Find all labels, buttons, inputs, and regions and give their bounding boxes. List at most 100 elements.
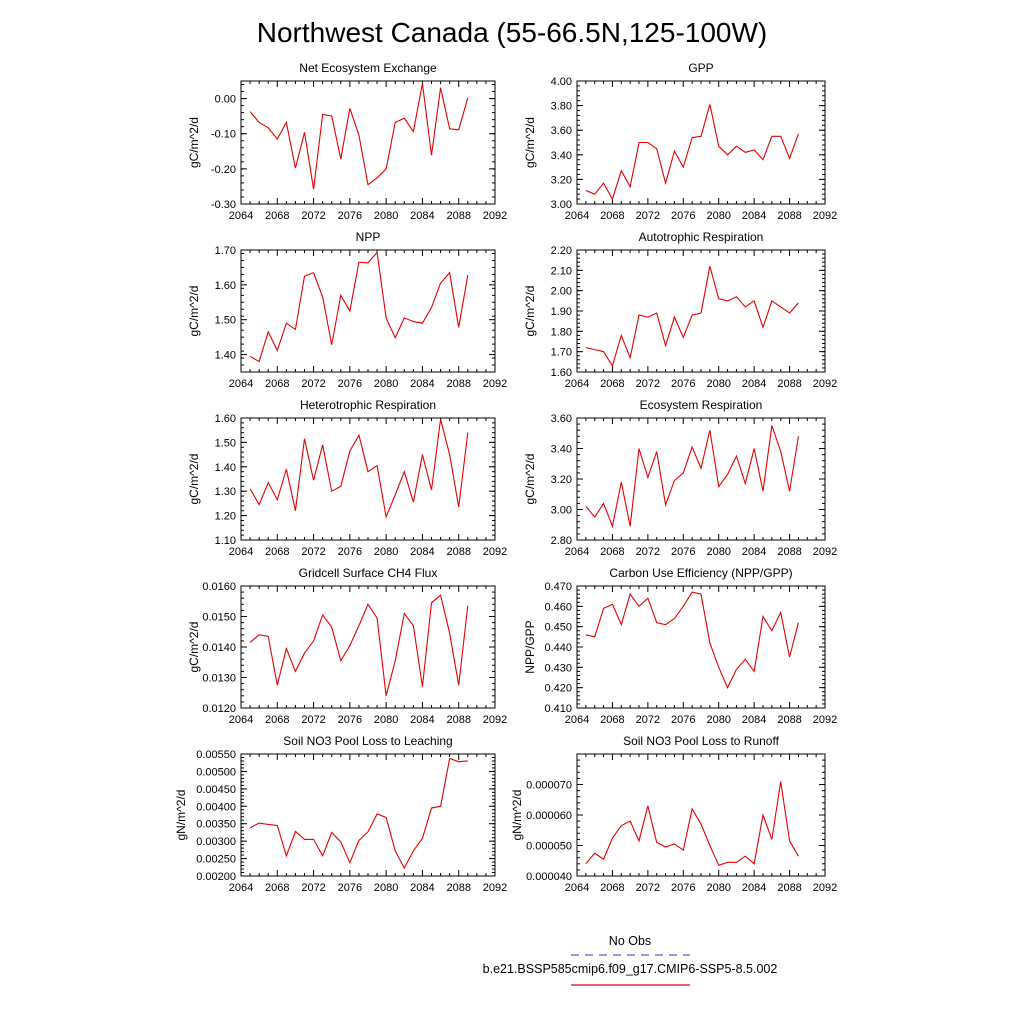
x-tick-label: 2092 bbox=[483, 378, 507, 390]
x-tick-label: 2076 bbox=[338, 210, 362, 222]
x-tick-label: 2080 bbox=[706, 882, 730, 894]
x-tick-label: 2092 bbox=[483, 210, 507, 222]
x-tick-label: 2072 bbox=[301, 546, 325, 558]
panel-title: Soil NO3 Pool Loss to Leaching bbox=[283, 734, 452, 748]
series-line-npp bbox=[249, 251, 469, 363]
y-tick-label: 0.00300 bbox=[196, 836, 236, 848]
panel-autotrophic-respiration: Autotrophic Respiration gC/m^2/d 2064 2068 2… bbox=[523, 230, 837, 390]
x-tick-label: 2076 bbox=[671, 378, 695, 390]
y-axis-label: gC/m^2/d bbox=[523, 454, 537, 505]
plot-frame bbox=[240, 80, 496, 205]
y-tick-label: 0.460 bbox=[544, 601, 572, 613]
y-tick-label: 2.80 bbox=[551, 535, 572, 547]
panel-title: Carbon Use Efficiency (NPP/GPP) bbox=[609, 566, 792, 580]
y-tick-label: 0.00200 bbox=[196, 871, 236, 883]
y-tick-label: 0.00450 bbox=[196, 784, 236, 796]
x-tick-label: 2076 bbox=[671, 546, 695, 558]
x-tick-label: 2072 bbox=[636, 210, 660, 222]
x-tick-label: 2080 bbox=[706, 210, 730, 222]
y-tick-label: 0.0160 bbox=[202, 581, 236, 593]
plot-frame bbox=[240, 753, 496, 877]
panel-ecosystem-respiration: Ecosystem Respiration gC/m^2/d 2064 2068 207… bbox=[523, 398, 837, 558]
x-tick-label: 2072 bbox=[636, 378, 660, 390]
x-tick-label: 2072 bbox=[301, 882, 325, 894]
y-tick-label: 0.00 bbox=[215, 94, 236, 106]
y-tick-label: 1.30 bbox=[215, 486, 236, 498]
panel-carbon-use-efficiency-npp-gpp: Carbon Use Efficiency (NPP/GPP) NPP/GPP 20… bbox=[523, 566, 837, 726]
legend: No Obs b.e21.BSSP585cmip6.f09_g17.CMIP6-… bbox=[483, 934, 778, 986]
y-tick-label: 0.000070 bbox=[526, 780, 572, 792]
y-tick-label: 1.10 bbox=[215, 535, 236, 547]
panel-gridcell-surface-ch4-flux: Gridcell Surface CH4 Flux gC/m^2/d 2064 206… bbox=[187, 566, 507, 726]
x-tick-label: 2068 bbox=[600, 882, 624, 894]
x-tick-label: 2092 bbox=[813, 546, 837, 558]
y-axis-label: gC/m^2/d bbox=[187, 286, 201, 337]
panel-npp: NPP gC/m^2/d 2064 2068 2072 2076 2080 2084 2088 2… bbox=[187, 230, 507, 390]
x-tick-label: 2080 bbox=[374, 210, 398, 222]
panel-soil-no3-pool-loss-to-runoff: Soil NO3 Pool Loss to Runoff gN/m^2/d 2064… bbox=[510, 734, 837, 894]
plot-frame bbox=[240, 417, 496, 541]
y-tick-label: 3.20 bbox=[551, 174, 572, 186]
x-tick-label: 2068 bbox=[265, 378, 289, 390]
y-tick-label: 0.00350 bbox=[196, 819, 236, 831]
y-tick-label: 1.70 bbox=[215, 245, 236, 257]
panel-title: Heterotrophic Respiration bbox=[300, 398, 436, 412]
y-tick-label: 0.00500 bbox=[196, 766, 236, 778]
x-tick-label: 2068 bbox=[600, 210, 624, 222]
x-tick-label: 2092 bbox=[813, 378, 837, 390]
y-tick-label: 3.40 bbox=[551, 150, 572, 162]
y-tick-label: 0.0130 bbox=[202, 673, 236, 685]
series-line-soil-no3-pool-loss-to-runoff bbox=[585, 781, 799, 867]
x-tick-label: 2072 bbox=[301, 714, 325, 726]
x-tick-label: 2064 bbox=[229, 378, 253, 390]
y-tick-label: 0.00550 bbox=[196, 749, 236, 761]
x-tick-label: 2080 bbox=[706, 714, 730, 726]
plot-frame bbox=[576, 80, 826, 205]
y-tick-label: 0.410 bbox=[544, 703, 572, 715]
panel-title: NPP bbox=[356, 230, 381, 244]
x-tick-label: 2080 bbox=[706, 378, 730, 390]
x-tick-label: 2072 bbox=[301, 378, 325, 390]
panel-title: Autotrophic Respiration bbox=[639, 230, 764, 244]
y-tick-label: 1.40 bbox=[215, 350, 236, 362]
y-tick-label: 4.00 bbox=[551, 76, 572, 88]
x-tick-label: 2088 bbox=[777, 882, 801, 894]
x-tick-label: 2072 bbox=[636, 546, 660, 558]
x-tick-label: 2088 bbox=[777, 378, 801, 390]
x-tick-label: 2084 bbox=[410, 714, 434, 726]
x-tick-label: 2092 bbox=[813, 882, 837, 894]
series-line-gpp bbox=[585, 104, 799, 201]
y-tick-label: -0.30 bbox=[211, 199, 236, 211]
plot-frame bbox=[576, 249, 826, 373]
x-tick-label: 2088 bbox=[446, 546, 470, 558]
x-tick-label: 2084 bbox=[742, 714, 766, 726]
legend-entry-case-label: b.e21.BSSP585cmip6.f09_g17.CMIP6-SSP5-8.… bbox=[483, 962, 778, 976]
plot-frame bbox=[240, 585, 496, 709]
y-tick-label: 1.20 bbox=[215, 511, 236, 523]
y-axis-label: gC/m^2/d bbox=[523, 286, 537, 337]
x-tick-label: 2084 bbox=[742, 546, 766, 558]
x-tick-label: 2088 bbox=[777, 714, 801, 726]
x-tick-label: 2068 bbox=[265, 210, 289, 222]
y-tick-label: -0.10 bbox=[211, 129, 236, 141]
y-tick-label: 0.000050 bbox=[526, 841, 572, 853]
x-tick-label: 2064 bbox=[565, 882, 589, 894]
x-tick-label: 2084 bbox=[410, 546, 434, 558]
x-tick-label: 2088 bbox=[446, 882, 470, 894]
x-tick-label: 2068 bbox=[600, 714, 624, 726]
x-tick-label: 2088 bbox=[446, 378, 470, 390]
y-axis-label: gN/m^2/d bbox=[174, 790, 188, 841]
panel-title: Net Ecosystem Exchange bbox=[299, 61, 437, 75]
series-line-soil-no3-pool-loss-to-leaching bbox=[249, 757, 468, 870]
y-tick-label: 0.000040 bbox=[526, 871, 572, 883]
y-tick-label: 2.00 bbox=[551, 286, 572, 298]
y-tick-label: 3.60 bbox=[551, 125, 572, 137]
y-axis-label: gC/m^2/d bbox=[187, 622, 201, 673]
x-tick-label: 2076 bbox=[338, 378, 362, 390]
y-tick-label: 3.20 bbox=[551, 474, 572, 486]
y-axis-label: NPP/GPP bbox=[523, 620, 537, 673]
y-tick-label: 1.50 bbox=[215, 315, 236, 327]
x-tick-label: 2092 bbox=[483, 882, 507, 894]
y-tick-label: 0.0140 bbox=[202, 642, 236, 654]
y-tick-label: 2.10 bbox=[551, 265, 572, 277]
